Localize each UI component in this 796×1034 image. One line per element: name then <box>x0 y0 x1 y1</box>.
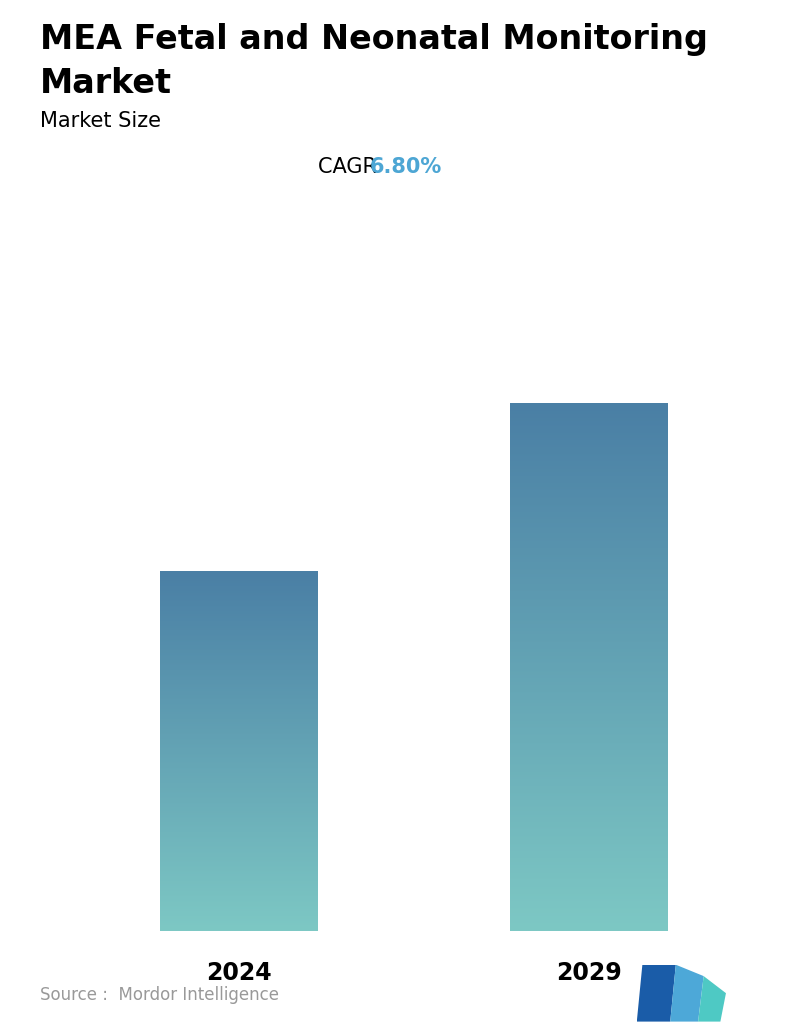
Text: 2024: 2024 <box>206 961 271 984</box>
Text: CAGR: CAGR <box>318 157 384 177</box>
Polygon shape <box>670 965 704 1022</box>
Text: Market: Market <box>40 67 172 100</box>
Text: Source :  Mordor Intelligence: Source : Mordor Intelligence <box>40 985 279 1004</box>
Text: 2029: 2029 <box>556 961 622 984</box>
Polygon shape <box>698 976 726 1022</box>
Text: Market Size: Market Size <box>40 111 161 130</box>
Text: 6.80%: 6.80% <box>370 157 443 177</box>
Polygon shape <box>637 965 676 1022</box>
Text: MEA Fetal and Neonatal Monitoring: MEA Fetal and Neonatal Monitoring <box>40 23 708 56</box>
